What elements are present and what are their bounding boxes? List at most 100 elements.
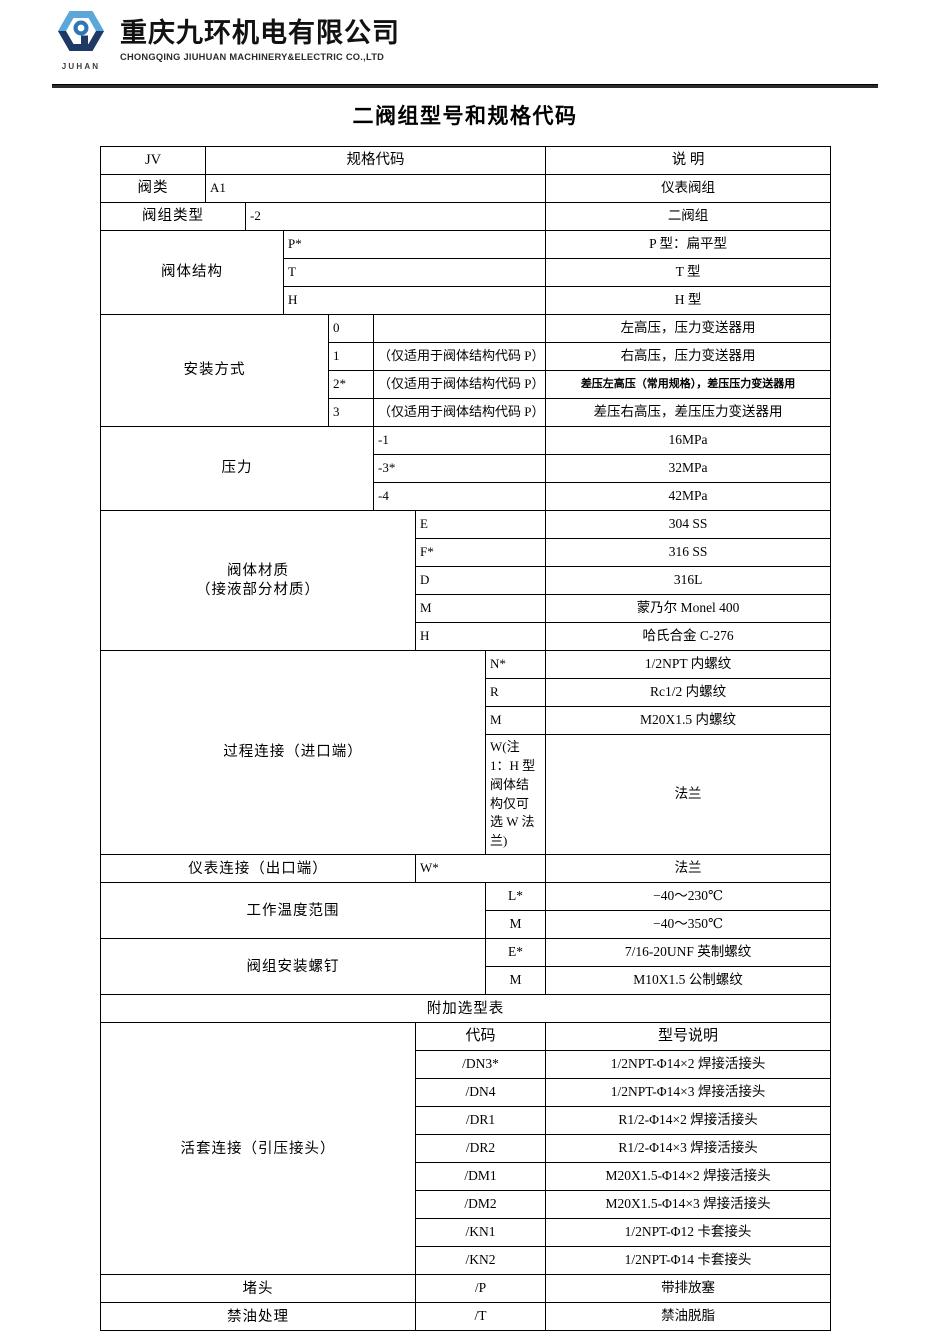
- table-row: 阀组安装螺钉 E* 7/16-20UNF 英制螺纹: [100, 938, 832, 996]
- desc-process-w: 法兰: [545, 733, 832, 856]
- code-process-m: M: [484, 706, 547, 735]
- code-temp-l: L*: [484, 882, 547, 912]
- table-row: -4 42MPa: [101, 482, 832, 511]
- extra-desc-kn1: 1/2NPT-Φ12 卡套接头: [545, 1218, 832, 1248]
- table-row: 2* （仅适用于阀体结构代码 P） 差压左高压（常用规格），差压压力变送器用: [101, 370, 832, 399]
- desc-pressure-3: 32MPa: [545, 454, 832, 483]
- code-pressure-3: -3*: [372, 454, 547, 483]
- desc-material-f: 316 SS: [545, 538, 832, 567]
- code-material-h: H: [414, 622, 547, 651]
- desc-material-m: 蒙乃尔 Monel 400: [545, 594, 832, 623]
- extra-desc-dn3: 1/2NPT-Φ14×2 焊接活接头: [545, 1050, 832, 1080]
- extra-code-dm2: /DM2: [414, 1190, 547, 1220]
- cat-mounting-type: 安装方式: [100, 314, 329, 427]
- desc-temp-l: −40～230℃: [545, 882, 832, 912]
- table-row: M 蒙乃尔 Monel 400: [101, 594, 832, 623]
- table-row: /DN4 1/2NPT-Φ14×3 焊接活接头: [101, 1078, 832, 1108]
- code-instrument-connection: W*: [414, 854, 547, 884]
- cat-temperature-range: 工作温度范围: [100, 882, 486, 940]
- company-name-cn: 重庆九环机电有限公司: [120, 17, 400, 49]
- cat-pressure: 压力: [100, 426, 374, 511]
- code-mounting-0: 0: [328, 314, 374, 343]
- table-row: 阀类 A1 仪表阀组: [100, 174, 832, 203]
- note-mounting-1: （仅适用于阀体结构代码 P）: [372, 342, 547, 371]
- extra-code-kn1: /KN1: [414, 1218, 547, 1248]
- table-row: R Rc1/2 内螺纹: [101, 678, 832, 707]
- code-plug: /P: [414, 1274, 547, 1304]
- logo-wordmark: JUHAN: [61, 62, 101, 71]
- code-body-structure-t: T: [282, 258, 547, 287]
- desc-mounting-3: 差压右高压，差压压力变送器用: [545, 398, 832, 427]
- desc-pressure-1: 16MPa: [545, 426, 832, 455]
- table-row: W(注 1：H 型阀体结构仅可选 W 法兰) 法兰: [101, 733, 832, 856]
- code-process-w: W(注 1：H 型阀体结构仅可选 W 法兰): [484, 733, 547, 856]
- extra-desc-dn4: 1/2NPT-Φ14×3 焊接活接头: [545, 1078, 832, 1108]
- table-row: 阀体结构 P* P 型：扁平型: [100, 230, 832, 315]
- hexagon-logo-icon: [58, 11, 104, 51]
- extra-code-kn2: /KN2: [414, 1246, 547, 1276]
- extra-header-desc: 型号说明: [545, 1022, 832, 1052]
- desc-mounting-0: 左高压，压力变送器用: [545, 314, 832, 343]
- desc-oil-free: 禁油脱脂: [545, 1302, 832, 1331]
- desc-material-h: 哈氏合金 C-276: [545, 622, 832, 651]
- spec-table: JV 规格代码 说 明 阀类 A1 仪表阀组 阀组类型 -2 二阀组 阀体结构 …: [99, 146, 832, 1331]
- cat-process-connection: 过程连接（进口端）: [100, 649, 486, 856]
- table-row: T T 型: [101, 258, 832, 287]
- extra-code-dn3: /DN3*: [414, 1050, 547, 1080]
- desc-valve-group-type: 二阀组: [545, 202, 832, 231]
- code-material-m: M: [414, 594, 547, 623]
- desc-pressure-4: 42MPa: [545, 482, 832, 511]
- cat-plug: 堵头: [100, 1274, 416, 1304]
- desc-screw-m: M10X1.5 公制螺纹: [545, 966, 832, 996]
- cat-body-material-line2: （接液部分材质）: [196, 581, 320, 598]
- desc-mounting-1: 右高压，压力变送器用: [545, 342, 832, 371]
- code-temp-m: M: [484, 910, 547, 940]
- desc-mounting-2: 差压左高压（常用规格），差压压力变送器用: [545, 370, 832, 399]
- table-row: 仪表连接（出口端） W* 法兰: [100, 854, 832, 884]
- extra-desc-dm2: M20X1.5-Φ14×3 焊接活接头: [545, 1190, 832, 1220]
- code-valve-class: A1: [204, 174, 547, 203]
- desc-process-r: Rc1/2 内螺纹: [545, 678, 832, 707]
- company-logo: JUHAN: [52, 8, 110, 71]
- cat-loose-coupling: 活套连接（引压接头）: [100, 1022, 416, 1276]
- note-mounting-3: （仅适用于阀体结构代码 P）: [372, 398, 547, 427]
- cat-valve-group-type: 阀组类型: [100, 202, 246, 231]
- header-cell-description: 说 明: [545, 146, 832, 175]
- table-header-row: JV 规格代码 说 明: [100, 146, 832, 175]
- cat-oil-free: 禁油处理: [100, 1302, 416, 1331]
- header-cell-spec-code: 规格代码: [204, 146, 547, 175]
- desc-temp-m: −40～350℃: [545, 910, 832, 940]
- table-row: D 316L: [101, 566, 832, 595]
- desc-body-structure-p: P 型：扁平型: [545, 230, 832, 259]
- desc-valve-class: 仪表阀组: [545, 174, 832, 203]
- code-pressure-1: -1: [372, 426, 547, 455]
- desc-body-structure-h: H 型: [545, 286, 832, 315]
- code-pressure-4: -4: [372, 482, 547, 511]
- code-material-d: D: [414, 566, 547, 595]
- header-cell-jv: JV: [100, 146, 206, 175]
- table-row: M M20X1.5 内螺纹: [101, 706, 832, 735]
- table-row: /DM2 M20X1.5-Φ14×3 焊接活接头: [101, 1190, 832, 1220]
- code-process-n: N*: [484, 650, 547, 679]
- cat-body-structure: 阀体结构: [100, 230, 284, 315]
- table-row: /DM1 M20X1.5-Φ14×2 焊接活接头: [101, 1162, 832, 1192]
- table-row: 过程连接（进口端） N* 1/2NPT 内螺纹: [100, 649, 832, 856]
- extra-code-dr2: /DR2: [414, 1134, 547, 1164]
- spec-table-wrap: JV 规格代码 说 明 阀类 A1 仪表阀组 阀组类型 -2 二阀组 阀体结构 …: [99, 146, 832, 1331]
- code-oil-free: /T: [414, 1302, 547, 1331]
- cat-body-material-line1: 阀体材质: [227, 563, 289, 580]
- code-mounting-1: 1: [328, 342, 374, 371]
- extra-desc-dr1: R1/2-Φ14×2 焊接活接头: [545, 1106, 832, 1136]
- extra-header-code: 代码: [414, 1022, 547, 1052]
- desc-instrument-connection: 法兰: [545, 854, 832, 884]
- desc-process-n: 1/2NPT 内螺纹: [545, 650, 832, 679]
- cat-body-material: 阀体材质 （接液部分材质）: [100, 510, 416, 651]
- code-material-e: E: [414, 510, 547, 539]
- code-body-structure-h: H: [282, 286, 547, 315]
- desc-plug: 带排放塞: [545, 1274, 832, 1304]
- cat-valve-class: 阀类: [100, 174, 206, 203]
- code-mounting-3: 3: [328, 398, 374, 427]
- page-title: 二阀组型号和规格代码: [352, 103, 578, 128]
- code-body-structure-p: P*: [282, 230, 547, 259]
- header-divider: [52, 84, 878, 88]
